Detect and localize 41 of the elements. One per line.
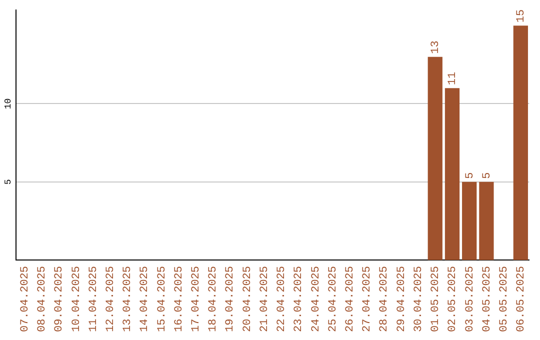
data-label: 11 bbox=[447, 72, 460, 86]
x-tick-label: 03.05.2025 bbox=[464, 266, 476, 332]
x-tick-label: 19.04.2025 bbox=[224, 266, 237, 332]
bar bbox=[428, 56, 442, 260]
x-tick-label: 02.05.2025 bbox=[447, 266, 460, 332]
x-tick-label: 09.04.2025 bbox=[54, 266, 66, 332]
data-label: 5 bbox=[464, 172, 476, 179]
x-tick-label: 12.04.2025 bbox=[104, 266, 117, 332]
x-tick-label: 07.04.2025 bbox=[19, 266, 32, 332]
x-tick-label: 22.04.2025 bbox=[276, 266, 288, 332]
x-tick-label: 10.04.2025 bbox=[70, 266, 83, 332]
x-tick-label: 18.04.2025 bbox=[208, 266, 220, 332]
x-tick-label: 08.04.2025 bbox=[36, 266, 49, 332]
x-tick-label: 17.04.2025 bbox=[190, 266, 203, 332]
x-tick-label: 01.05.2025 bbox=[430, 266, 442, 332]
x-tick-label: 29.04.2025 bbox=[396, 266, 408, 332]
x-tick-label: 06.05.2025 bbox=[516, 266, 528, 332]
bar bbox=[462, 182, 477, 260]
x-tick-label: 25.04.2025 bbox=[327, 266, 340, 332]
x-tick-label: 11.04.2025 bbox=[88, 266, 100, 332]
x-tick-label: 23.04.2025 bbox=[293, 266, 306, 332]
x-tick-label: 26.04.2025 bbox=[344, 266, 356, 332]
data-label: 13 bbox=[430, 40, 442, 54]
x-tick-label: 24.04.2025 bbox=[310, 266, 322, 332]
x-tick-label: 04.05.2025 bbox=[481, 266, 494, 332]
x-tick-label: 05.05.2025 bbox=[498, 266, 510, 332]
x-tick-label: 14.04.2025 bbox=[139, 266, 152, 332]
bar bbox=[444, 88, 460, 260]
x-tick-label: 27.04.2025 bbox=[362, 266, 374, 332]
x-tick-label: 30.04.2025 bbox=[412, 266, 425, 332]
x-tick-label: 13.04.2025 bbox=[122, 266, 134, 332]
data-label: 15 bbox=[516, 9, 528, 23]
x-tick-label: 20.04.2025 bbox=[242, 266, 254, 332]
bar bbox=[513, 26, 528, 260]
x-tick-label: 16.04.2025 bbox=[173, 266, 186, 332]
x-tick-label: 21.04.2025 bbox=[258, 266, 271, 332]
x-tick-label: 28.04.2025 bbox=[378, 266, 391, 332]
bar bbox=[479, 182, 494, 260]
x-tick-label: 15.04.2025 bbox=[156, 266, 168, 332]
y-tick-label: 10 bbox=[3, 98, 14, 110]
data-label: 5 bbox=[481, 172, 494, 179]
